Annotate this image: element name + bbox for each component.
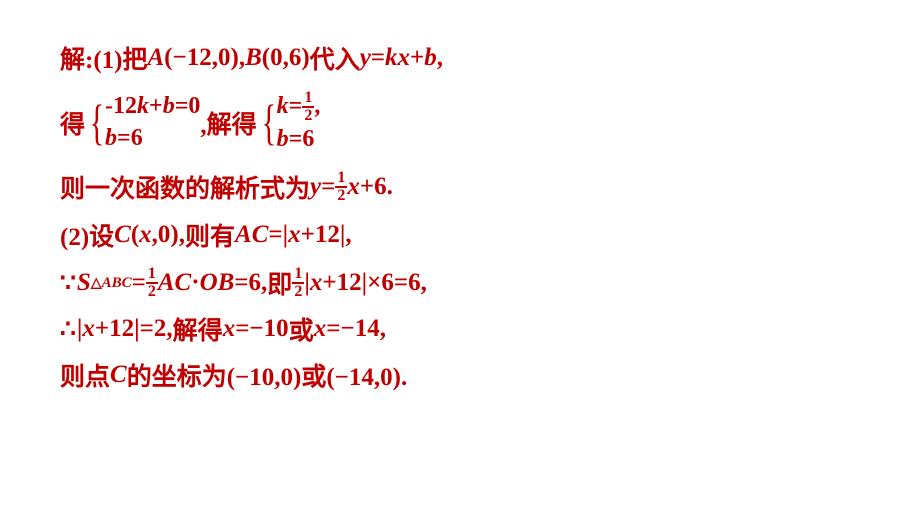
eq-six: =6, [234, 269, 267, 297]
solution-line-1: 解:(1)把 A (−12,0), B (0,6) 代入 y = k x + b… [60, 40, 860, 76]
var-k: k [385, 44, 398, 72]
eq-abs: =| [268, 221, 288, 249]
var-C: C [114, 221, 131, 249]
solution-line-6: ∴ | x +12|=2, 解得 x =−10 或 x =−14, [60, 311, 860, 347]
coef: -12 [105, 91, 137, 122]
text: 代入 [310, 40, 360, 76]
numerator: 1 [337, 170, 345, 186]
eq: = [371, 44, 385, 72]
var-x: x [288, 221, 301, 249]
eq-six: =6 [117, 123, 143, 154]
point-A: (−12,0), [164, 44, 245, 72]
eq: = [321, 173, 335, 201]
text: 或 [289, 311, 314, 347]
seg-OB: OB [200, 269, 235, 297]
var-A: A [147, 44, 164, 72]
var-b: b [105, 123, 117, 154]
text: 解得 [173, 311, 223, 347]
text: 解:(1)把 [60, 40, 147, 76]
solution-line-5: ∵ S △△ABCABC = 1 2 AC · OB =6, 即 1 2 | x… [60, 265, 860, 301]
var-b: b [277, 124, 289, 155]
because-icon: ∵ [60, 268, 75, 298]
system-1: { -12 k + b =0 b =6 [85, 91, 200, 153]
numerator: 1 [304, 90, 312, 106]
var-x: x [314, 315, 327, 343]
var-y: y [360, 44, 371, 72]
eq-zero: =0 [175, 91, 201, 122]
val1: =−10 [235, 315, 289, 343]
text: 得 [60, 105, 85, 141]
var-x: x [310, 269, 323, 297]
var-x: x [347, 173, 360, 201]
var-B: B [245, 44, 262, 72]
var-x: x [398, 44, 411, 72]
solution-line-4: (2)设 C ( x ,0), 则有 AC =| x +12|, [60, 217, 860, 253]
text: 即 [267, 265, 292, 301]
denominator: 2 [146, 282, 158, 300]
text: (2)设 [60, 217, 114, 253]
text: 的坐标为(−10,0)或(−14,0). [127, 357, 408, 393]
mid: +12|=2, [95, 315, 173, 343]
var-b: b [424, 44, 437, 72]
fraction-half: 1 2 [292, 266, 304, 300]
val2: =−14, [326, 315, 386, 343]
system-2: { k = 1 2 , b =6 [257, 90, 321, 155]
solution-line-2: 得 { -12 k + b =0 b =6 ,解得 { k = 1 [60, 90, 860, 155]
eq-six: =6 [289, 124, 315, 155]
denominator: 2 [302, 106, 314, 124]
comma: , [437, 44, 443, 72]
text: 则点 [60, 357, 110, 393]
comma: , [314, 91, 320, 122]
subscript-triangle-ABC: △△ABCABC [91, 275, 132, 292]
var-S: S [77, 269, 91, 297]
tail: +12|, [301, 221, 352, 249]
plus: + [149, 91, 163, 122]
left-brace-icon: { [90, 101, 104, 144]
var-x: x [82, 315, 95, 343]
seg-AC: AC [235, 221, 268, 249]
pt-tail: ,0), [152, 221, 185, 249]
var-k: k [277, 91, 289, 122]
var-x: x [223, 315, 236, 343]
tail: +6. [360, 173, 393, 201]
denominator: 2 [292, 282, 304, 300]
eq: = [132, 269, 146, 297]
fraction-half: 1 2 [335, 170, 347, 204]
var-y: y [310, 173, 321, 201]
solution-line-3: 则一次函数的解析式为 y = 1 2 x +6. [60, 169, 860, 205]
paren: ( [131, 221, 139, 249]
numerator: 1 [294, 266, 302, 282]
dot: · [191, 269, 199, 297]
numerator: 1 [148, 266, 156, 282]
fraction-half: 1 2 [146, 266, 158, 300]
var-C: C [110, 361, 127, 389]
therefore-icon: ∴ [60, 314, 75, 344]
denominator: 2 [335, 186, 347, 204]
var-k: k [137, 91, 149, 122]
fraction-half: 1 2 [302, 90, 314, 124]
solution-line-7: 则点 C 的坐标为(−10,0)或(−14,0). [60, 357, 860, 393]
var-x: x [139, 221, 152, 249]
var-b: b [163, 91, 175, 122]
tail: +12|×6=6, [322, 269, 427, 297]
point-B: (0,6) [262, 44, 310, 72]
text: ,解得 [200, 105, 256, 141]
seg-AC: AC [158, 269, 191, 297]
plus: + [410, 44, 424, 72]
left-brace-icon: { [261, 101, 275, 144]
text: 则一次函数的解析式为 [60, 169, 310, 205]
eq: = [289, 91, 303, 122]
text: 则有 [185, 217, 235, 253]
